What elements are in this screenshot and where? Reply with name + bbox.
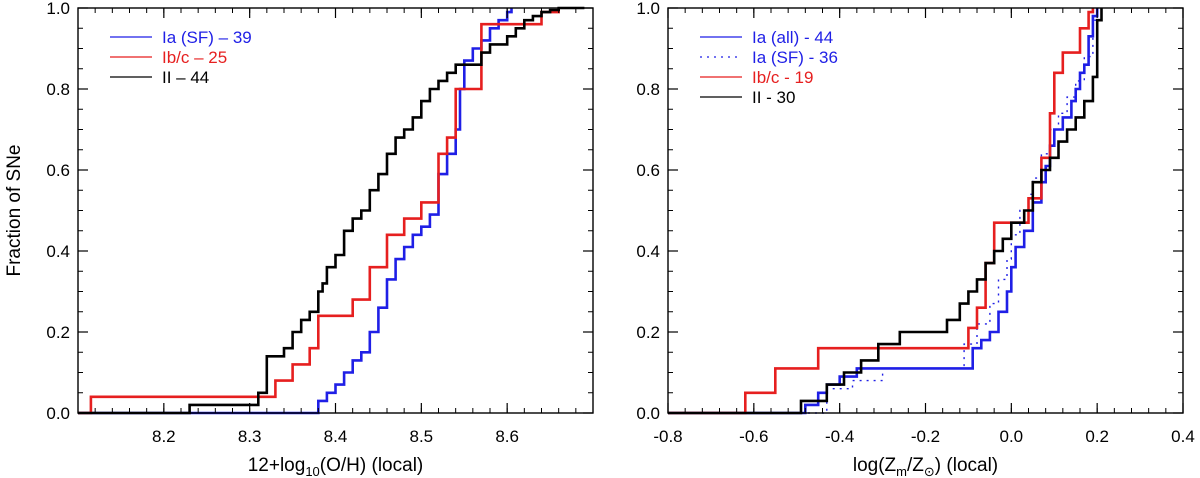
- x-tick-label: -0.6: [739, 427, 768, 446]
- x-tick-label: 8.6: [495, 427, 519, 446]
- series-line-ia-sf-36: [668, 8, 1098, 414]
- x-tick-label: 8.2: [152, 427, 176, 446]
- series-line-ia-all-44: [668, 8, 1099, 415]
- legend-label: Ib/c - 19: [752, 68, 813, 87]
- legend-label: Ia (all) - 44: [752, 28, 833, 47]
- y-tick-label: 0.6: [636, 161, 660, 180]
- y-tick-label: 0.2: [636, 323, 660, 342]
- y-tick-label: 0.8: [636, 80, 660, 99]
- x-tick-label: 8.3: [238, 427, 262, 446]
- legend-label: II - 30: [752, 88, 795, 107]
- y-tick-label: 0.0: [636, 404, 660, 423]
- legend-label: II – 44: [162, 68, 209, 87]
- series-line-ib-c-25: [78, 8, 560, 415]
- y-tick-label: 0.8: [46, 80, 70, 99]
- series-group: [78, 6, 585, 415]
- right-panel: 0.0 0.2 0.4 0.6 0.8 1.0 -0.8 -0.6 -0.4 -0.2 0.0 0.2…: [636, 0, 1194, 478]
- y-tick-label: 1.0: [46, 0, 70, 18]
- legend-background: [104, 26, 254, 96]
- x-axis-label: 12+log10(O/H) (local): [248, 455, 424, 478]
- y-tick-label: 0.6: [46, 161, 70, 180]
- y-tick-label: 0.0: [46, 404, 70, 423]
- legend-label: Ib/c – 25: [162, 48, 227, 67]
- y-tick-label: 0.4: [46, 242, 70, 261]
- series-group: [668, 8, 1103, 415]
- x-tick-label: 8.5: [410, 427, 434, 446]
- series-line-ii-44: [78, 6, 585, 415]
- x-tick-label: 0.0: [1000, 427, 1024, 446]
- left-panel: 0.0 0.2 0.4 0.6 0.8 1.0 8.2 8.3 8.4 8.5 8.6 12+log1…: [4, 0, 594, 478]
- x-tick-label: 0.2: [1085, 427, 1109, 446]
- y-tick-label: 0.2: [46, 323, 70, 342]
- y-axis-label: Fraction of SNe: [4, 145, 25, 277]
- legend-label: Ia (SF) – 39: [162, 28, 252, 47]
- x-tick-label: 0.4: [1171, 427, 1195, 446]
- legend-label: Ia (SF) - 36: [752, 48, 838, 67]
- x-axis-label: log(Zm/Z⊙) (local): [853, 455, 998, 478]
- series-line-ii-30: [668, 8, 1103, 415]
- x-tick-label: -0.4: [825, 427, 854, 446]
- x-tick-label: -0.2: [911, 427, 940, 446]
- series-line-ib-c-19: [668, 8, 1095, 415]
- x-tick-label: 8.4: [324, 427, 348, 446]
- legend-background: [694, 26, 844, 116]
- y-tick-label: 1.0: [636, 0, 660, 18]
- x-tick-label: -0.8: [653, 427, 682, 446]
- y-tick-label: 0.4: [636, 242, 660, 261]
